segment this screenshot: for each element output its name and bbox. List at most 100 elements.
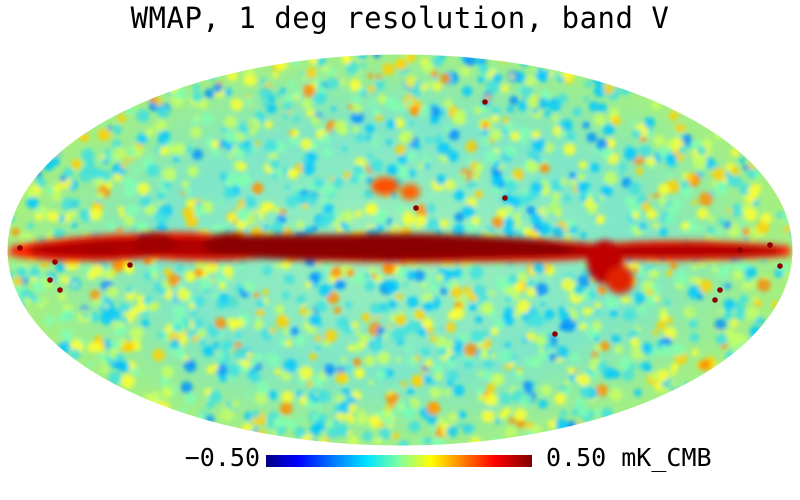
fluctuation-spot [526,159,540,173]
fluctuation-spot [159,287,167,295]
fluctuation-spot [264,140,278,153]
fluctuation-spot [40,261,48,269]
point-source [482,99,488,105]
fluctuation-spot [580,407,590,417]
fluctuation-spot [234,317,245,328]
fluctuation-spot [204,88,215,99]
fluctuation-spot [519,84,533,98]
fluctuation-spot [564,234,572,242]
fluctuation-spot [627,297,634,304]
fluctuation-spot [565,130,576,141]
fluctuation-spot [474,189,484,199]
fluctuation-spot [448,181,457,190]
fluctuation-spot [267,390,278,400]
fluctuation-spot [431,379,438,387]
fluctuation-spot [243,281,255,293]
fluctuation-spot [223,187,236,200]
fluctuation-spot [352,357,362,367]
fluctuation-spot [375,135,382,141]
fluctuation-spot [371,140,378,147]
fluctuation-spot [318,216,330,229]
fluctuation-spot [124,147,136,159]
fluctuation-spot [594,307,602,315]
fluctuation-spot [753,199,759,206]
fluctuation-spot [508,417,516,425]
fluctuation-spot [681,186,693,198]
fluctuation-spot [333,306,342,315]
fluctuation-spot [107,125,113,131]
fluctuation-spot [47,210,59,223]
fluctuation-spot [664,299,671,306]
fluctuation-spot [395,58,408,71]
fluctuation-spot [340,356,347,363]
fluctuation-spot [126,204,139,217]
fluctuation-spot [375,343,382,350]
fluctuation-spot [322,259,334,271]
fluctuation-spot [123,215,135,227]
point-source [552,331,558,337]
fluctuation-spot [156,223,167,234]
fluctuation-spot [423,163,430,170]
fluctuation-spot [481,128,489,136]
fluctuation-spot [346,268,355,277]
fluctuation-spot [169,338,181,350]
fluctuation-spot [365,124,375,134]
fluctuation-spot [364,206,373,214]
fluctuation-spot [222,265,234,277]
fluctuation-spot [339,78,347,86]
fluctuation-spot [607,139,615,148]
fluctuation-spot [133,167,141,174]
fluctuation-spot [481,370,492,381]
fluctuation-spot [659,344,672,357]
fluctuation-spot [561,277,575,291]
fluctuation-spot [315,403,322,410]
fluctuation-spot [532,138,546,152]
fluctuation-spot [492,186,499,194]
fluctuation-spot [452,113,464,126]
fluctuation-spot [105,285,119,299]
fluctuation-spot [266,103,277,114]
fluctuation-spot [326,67,338,79]
fluctuation-spot [57,292,67,302]
fluctuation-spot [192,83,200,91]
fluctuation-spot [321,183,335,197]
fluctuation-spot [587,205,599,216]
fluctuation-spot [565,218,576,229]
fluctuation-spot [483,357,494,369]
fluctuation-spot [52,228,66,242]
fluctuation-spot [727,174,738,185]
fluctuation-spot [188,302,195,309]
fluctuation-spot [46,186,55,195]
point-source [712,297,718,303]
fluctuation-spot [207,412,212,418]
fluctuation-spot [82,312,89,319]
fluctuation-spot [314,419,327,433]
fluctuation-spot [344,301,353,309]
fluctuation-spot [294,426,306,438]
fluctuation-spot [159,376,170,387]
fluctuation-spot [420,83,429,92]
fluctuation-spot [86,362,93,369]
fluctuation-spot [368,163,376,171]
fluctuation-spot [255,429,266,441]
fluctuation-spot [81,148,95,162]
fluctuation-spot [300,74,308,82]
fluctuation-spot [117,206,125,213]
fluctuation-spot [219,373,228,383]
fluctuation-spot [515,229,526,240]
fluctuation-spot [658,183,670,196]
fluctuation-spot [43,298,49,304]
fluctuation-spot [458,410,467,419]
fluctuation-spot [31,280,46,294]
fluctuation-spot [346,61,360,75]
fluctuation-spot [471,174,480,182]
fluctuation-spot [280,208,286,215]
fluctuation-spot [504,145,517,158]
fluctuation-spot [354,368,365,379]
point-source [767,242,773,248]
fluctuation-spot [421,61,434,73]
fluctuation-spot [591,320,603,331]
fluctuation-spot [430,70,438,78]
fluctuation-spot [161,366,174,379]
fluctuation-spot [594,301,602,309]
